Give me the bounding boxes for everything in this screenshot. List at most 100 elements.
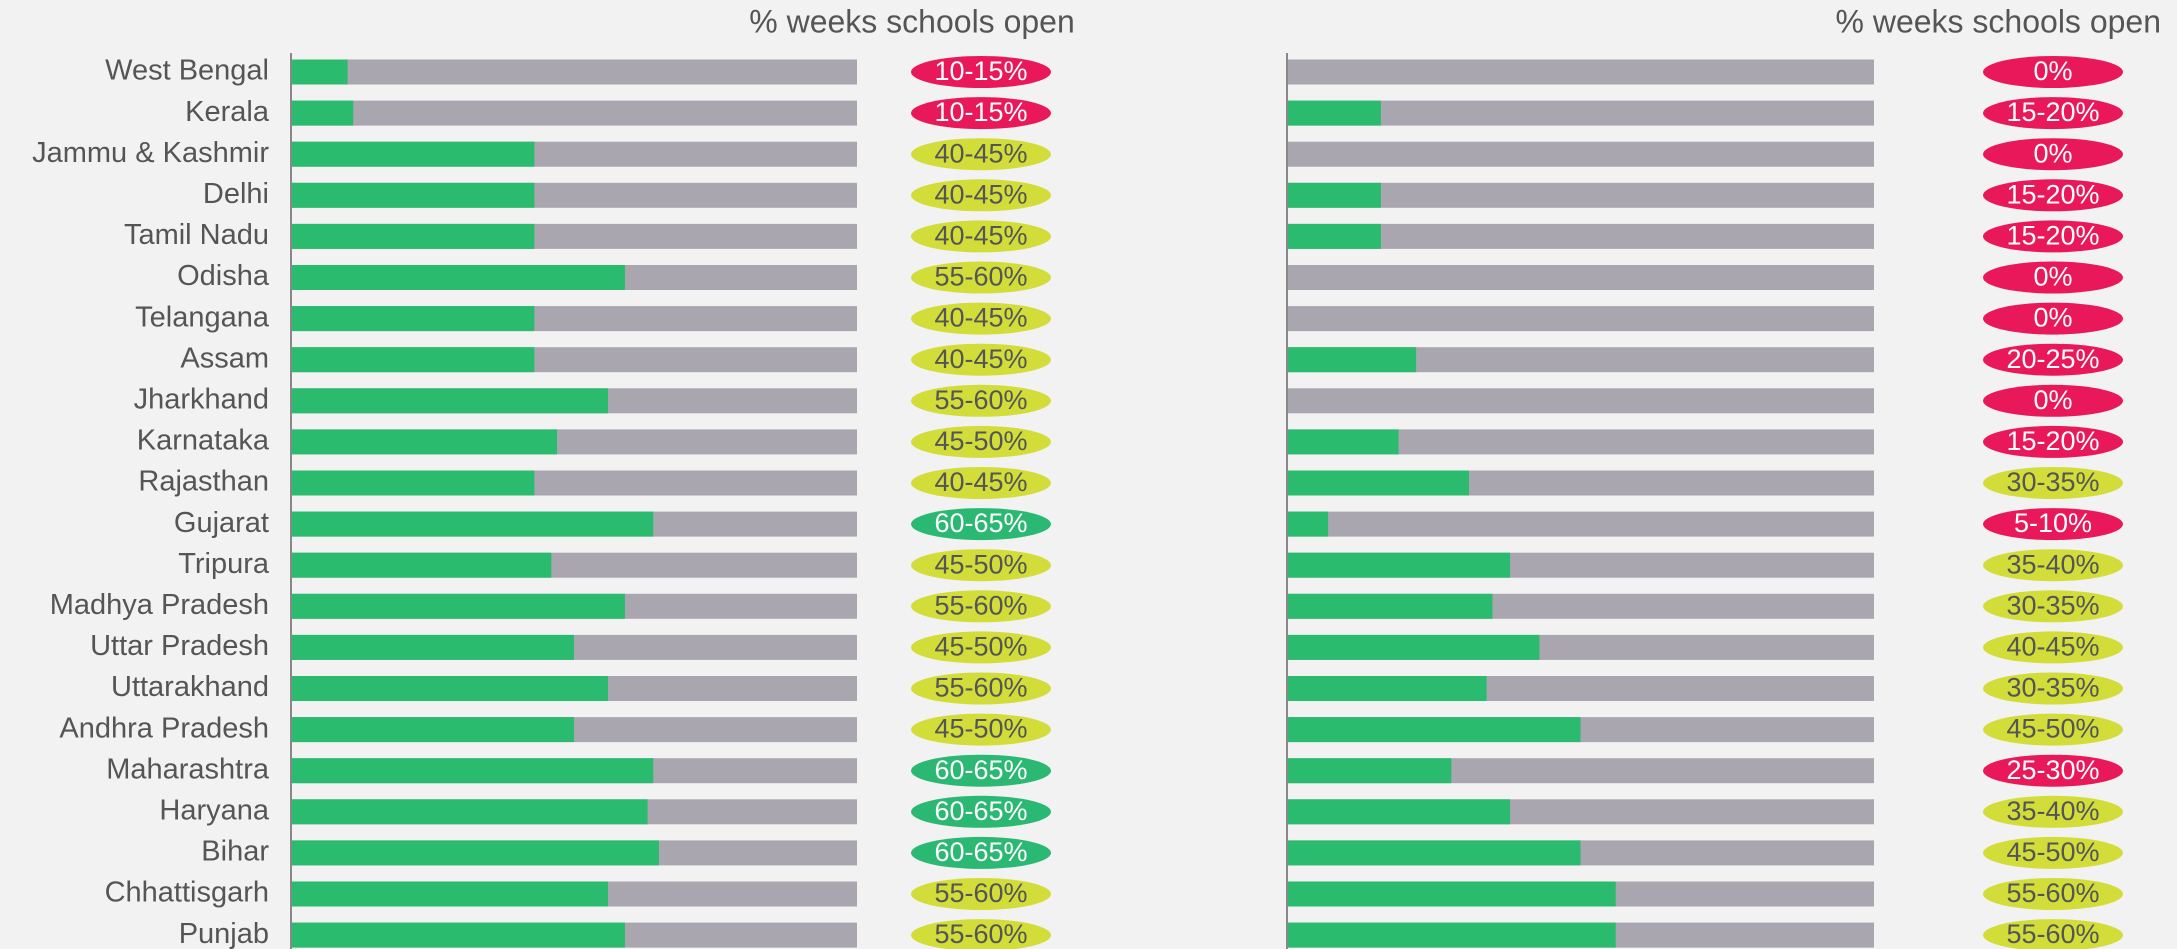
value-label: 40-45% (934, 344, 1027, 374)
value-pill (1983, 919, 2123, 949)
value-label: 45-50% (934, 632, 1027, 662)
category-label: Haryana (159, 794, 269, 826)
bar (291, 922, 625, 948)
value-label: 15-20% (2006, 97, 2099, 127)
value-pill (1983, 179, 2123, 212)
bar-background (291, 100, 857, 126)
bar (291, 347, 535, 373)
value-pill (1983, 220, 2123, 253)
value-pill (1983, 97, 2123, 130)
bar (291, 840, 659, 866)
value-pill (911, 508, 1051, 541)
bar (1287, 881, 1616, 907)
bar-background (1287, 388, 1874, 414)
category-label: Jharkhand (134, 383, 269, 415)
bar-background (1287, 511, 1874, 537)
value-pill (911, 549, 1051, 582)
value-pill (911, 56, 1051, 88)
value-pill (911, 138, 1051, 171)
value-label: 0% (2033, 385, 2072, 415)
bar-background (1287, 100, 1874, 126)
category-label: Odisha (177, 260, 270, 292)
value-label: 0% (2033, 56, 2072, 86)
value-pill (1983, 467, 2123, 499)
category-label: Telangana (135, 301, 270, 333)
value-pill (911, 590, 1051, 623)
bar (1287, 799, 1511, 825)
category-label: Tripura (178, 548, 270, 580)
bar-background (1287, 306, 1874, 332)
value-label: 5-10% (2014, 508, 2092, 538)
bar (1287, 100, 1381, 126)
value-label: 55-60% (934, 262, 1027, 292)
column-header: % weeks schools open (749, 3, 1075, 39)
bar (1287, 593, 1493, 619)
category-label: Assam (180, 342, 269, 374)
value-label: 55-60% (934, 878, 1027, 908)
category-label: Kerala (185, 96, 270, 128)
value-pill (1983, 672, 2123, 705)
bar-background (1287, 182, 1874, 208)
value-label: 40-45% (2006, 632, 2099, 662)
value-pill (911, 343, 1051, 376)
bar (291, 265, 625, 290)
value-label: 0% (2033, 138, 2072, 168)
bar (291, 881, 608, 907)
value-pill (1983, 795, 2123, 828)
value-pill (911, 631, 1051, 664)
bar (291, 799, 648, 825)
value-label: 15-20% (2006, 221, 2099, 251)
value-pill (1983, 754, 2123, 787)
category-label: Delhi (203, 178, 269, 210)
bar (1287, 470, 1469, 496)
category-label: Chhattisgarh (105, 877, 269, 909)
value-pill (1983, 56, 2123, 88)
value-label: 45-50% (934, 426, 1027, 456)
value-pill (1983, 508, 2123, 541)
value-label: 40-45% (934, 138, 1027, 168)
category-label: Rajasthan (138, 466, 269, 498)
category-label: West Bengal (105, 55, 269, 87)
value-label: 40-45% (934, 467, 1027, 497)
value-pill (911, 179, 1051, 212)
value-pill (911, 836, 1051, 869)
bar (1287, 429, 1399, 455)
value-label: 55-60% (934, 385, 1027, 415)
category-label: Tamil Nadu (124, 219, 269, 251)
value-label: 40-45% (934, 303, 1027, 333)
bar (1287, 717, 1581, 743)
value-pill (911, 261, 1051, 294)
bar (291, 306, 535, 332)
value-pill (1983, 302, 2123, 335)
bar (291, 59, 348, 85)
bar (1287, 347, 1417, 373)
bar (1287, 223, 1381, 249)
value-label: 55-60% (2006, 878, 2099, 908)
value-label: 45-50% (934, 714, 1027, 744)
bar (291, 141, 535, 167)
value-pill (911, 220, 1051, 253)
bar (291, 470, 535, 496)
value-label: 0% (2033, 303, 2072, 333)
category-label: Maharashtra (106, 753, 270, 785)
bar (291, 429, 558, 455)
value-label: 55-60% (2006, 919, 2099, 949)
value-pill (1983, 138, 2123, 171)
bar (291, 593, 625, 619)
value-label: 60-65% (934, 508, 1027, 538)
value-pill (911, 97, 1051, 130)
category-label: Punjab (179, 918, 269, 949)
value-label: 55-60% (934, 919, 1027, 949)
value-label: 20-25% (2006, 344, 2099, 374)
value-label: 55-60% (934, 673, 1027, 703)
value-pill (911, 713, 1051, 746)
bar (291, 511, 654, 537)
bar (291, 100, 354, 126)
value-pill (911, 878, 1051, 910)
value-pill (1983, 590, 2123, 623)
column-header: % weeks schools open (1835, 3, 2161, 39)
value-pill (911, 754, 1051, 787)
bar (291, 634, 574, 660)
value-label: 35-40% (2006, 549, 2099, 579)
bar (1287, 634, 1540, 660)
